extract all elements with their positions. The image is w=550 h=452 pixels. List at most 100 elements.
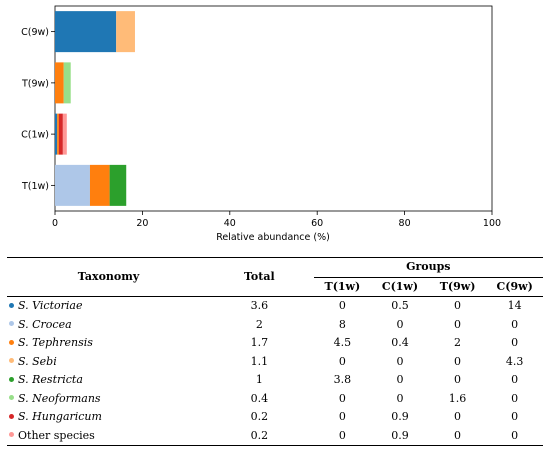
bar-segment-2-2 xyxy=(57,113,59,155)
x-tick-label: 100 xyxy=(483,218,501,229)
table-row: S. Crocea 2 8 0 0 0 xyxy=(7,316,543,335)
table-row: Other species 0.2 0 0.9 0 0 xyxy=(7,426,543,446)
group-value-cell: 0 xyxy=(428,426,487,446)
group-value-cell: 0 xyxy=(396,391,404,405)
group-value-cell: 0.9 xyxy=(391,410,409,424)
group-value-cell: 0 xyxy=(338,391,346,405)
legend-dot-icon xyxy=(9,432,14,438)
taxonomy-cell: S. Hungaricum xyxy=(7,408,205,427)
total-cell: 1.7 xyxy=(250,336,269,350)
total-cell: 2 xyxy=(255,317,263,331)
group-value-cell: 0 xyxy=(511,373,519,387)
bar-segment-1-5 xyxy=(63,62,71,104)
taxon-name: Other species xyxy=(18,428,95,442)
group-value-cell: 0 xyxy=(511,410,519,424)
abundance-bar-chart: C(9w) T(9w) C(1w) T(1w) 0 20 40 60 80 100 Relati… xyxy=(21,5,501,243)
group-value-cell: 0 xyxy=(313,426,372,446)
y-tick-label: C(1w) xyxy=(21,130,49,141)
group-value-cell: 2 xyxy=(454,336,462,350)
total-cell: 0.4 xyxy=(250,391,269,405)
group-value-cell: 0.9 xyxy=(371,426,429,446)
legend-dot-icon xyxy=(9,358,14,364)
group-value-cell: 0 xyxy=(396,317,404,331)
group-value-cell: 0.4 xyxy=(391,336,409,350)
table-row: S. Victoriae 3.6 0 0.5 0 14 xyxy=(7,296,543,316)
group-value-cell: 14 xyxy=(486,296,543,316)
bar-segment-0-3 xyxy=(116,11,135,53)
legend-dot-icon xyxy=(9,339,14,345)
group-value-cell: 0 xyxy=(511,317,519,331)
x-axis: 0 20 40 60 80 100 xyxy=(52,211,501,229)
group-value-cell: 0 xyxy=(454,410,462,424)
group-value-cell: 0.5 xyxy=(371,296,429,316)
taxon-name: S. Hungaricum xyxy=(18,410,102,424)
group-value-cell: 0 xyxy=(454,317,462,331)
group-value-cell: 0 xyxy=(338,354,346,368)
taxon-name: S. Victoriae xyxy=(18,299,83,313)
total-header: Total xyxy=(205,257,314,297)
bar-segment-2-6 xyxy=(58,113,63,155)
group-value-cell: 0 xyxy=(511,391,519,405)
bar-segment-2-0 xyxy=(55,113,58,155)
y-axis: C(9w) T(9w) C(1w) T(1w) xyxy=(21,27,55,192)
bar-segment-3-1 xyxy=(55,164,90,206)
groups-header: Groups xyxy=(313,257,543,278)
total-cell: 0.2 xyxy=(205,426,314,446)
taxon-name: S. Restricta xyxy=(18,373,83,387)
total-cell: 3.6 xyxy=(205,296,314,316)
group-value-cell: 0 xyxy=(338,410,346,424)
group-value-cell: 4.5 xyxy=(333,336,352,350)
table-row: S. Neoformans 0.4 0 0 1.6 0 xyxy=(7,390,543,409)
taxonomy-cell: S. Restricta xyxy=(7,371,205,390)
bar-segment-1-2 xyxy=(55,62,64,104)
taxonomy-cell: S. Neoformans xyxy=(7,390,205,409)
taxonomy-cell: S. Sebi xyxy=(7,353,205,372)
y-tick-label: C(9w) xyxy=(21,27,49,38)
group-header-c1w: C(1w) xyxy=(381,279,419,293)
taxonomy-cell: S. Crocea xyxy=(7,316,205,335)
total-cell: 1 xyxy=(255,373,263,387)
group-value-cell: 0 xyxy=(454,354,462,368)
legend-dot-icon xyxy=(9,321,14,327)
taxonomy-cell: Other species xyxy=(7,426,206,446)
taxon-name: S. Tephrensis xyxy=(18,336,93,350)
group-value-cell: 8 xyxy=(338,317,346,331)
group-value-cell: 1.6 xyxy=(448,391,467,405)
group-value-cell: 0 xyxy=(511,336,519,350)
group-value-cell: 0 xyxy=(486,426,543,446)
x-tick-label: 0 xyxy=(52,218,58,229)
group-value-cell: 0 xyxy=(428,296,487,316)
group-value-cell: 0 xyxy=(454,373,462,387)
table-row: S. Tephrensis 1.7 4.5 0.4 2 0 xyxy=(7,334,543,353)
legend-dot-icon xyxy=(9,302,14,308)
group-value-cell: 4.3 xyxy=(505,354,524,368)
x-tick-label: 40 xyxy=(224,218,236,229)
taxonomy-header: Taxonomy xyxy=(7,257,206,297)
table-row: S. Sebi 1.1 0 0 0 4.3 xyxy=(7,353,543,372)
bar-segment-3-4 xyxy=(109,164,127,206)
taxon-name: S. Neoformans xyxy=(18,391,101,405)
legend-dot-icon xyxy=(9,395,14,401)
x-tick-label: 80 xyxy=(399,218,411,229)
group-header-t1w: T(1w) xyxy=(324,279,361,293)
total-cell: 1.1 xyxy=(250,354,269,368)
x-tick-label: 20 xyxy=(136,218,148,229)
taxonomy-table: Taxonomy Total Groups T(1w) C(1w) T(9w) … xyxy=(7,257,543,446)
taxonomy-cell: S. Victoriae xyxy=(7,296,206,316)
legend-dot-icon xyxy=(9,376,14,382)
taxonomy-cell: S. Tephrensis xyxy=(7,334,205,353)
x-tick-label: 60 xyxy=(311,218,323,229)
x-axis-label: Relative abundance (%) xyxy=(216,232,330,243)
taxon-name: S. Crocea xyxy=(18,317,72,331)
y-tick-label: T(9w) xyxy=(21,78,49,89)
group-header-c9w: C(9w) xyxy=(496,279,533,293)
bar-segment-3-2 xyxy=(89,164,110,206)
group-value-cell: 0 xyxy=(313,296,372,316)
table-row: S. Restricta 1 3.8 0 0 0 xyxy=(7,371,543,390)
group-value-cell: 0 xyxy=(396,373,404,387)
group-value-cell: 3.8 xyxy=(333,373,352,387)
bar-segment-2-7 xyxy=(62,113,67,155)
taxon-name: S. Sebi xyxy=(18,354,57,368)
chart-bars xyxy=(55,11,135,206)
group-value-cell: 0 xyxy=(396,354,404,368)
